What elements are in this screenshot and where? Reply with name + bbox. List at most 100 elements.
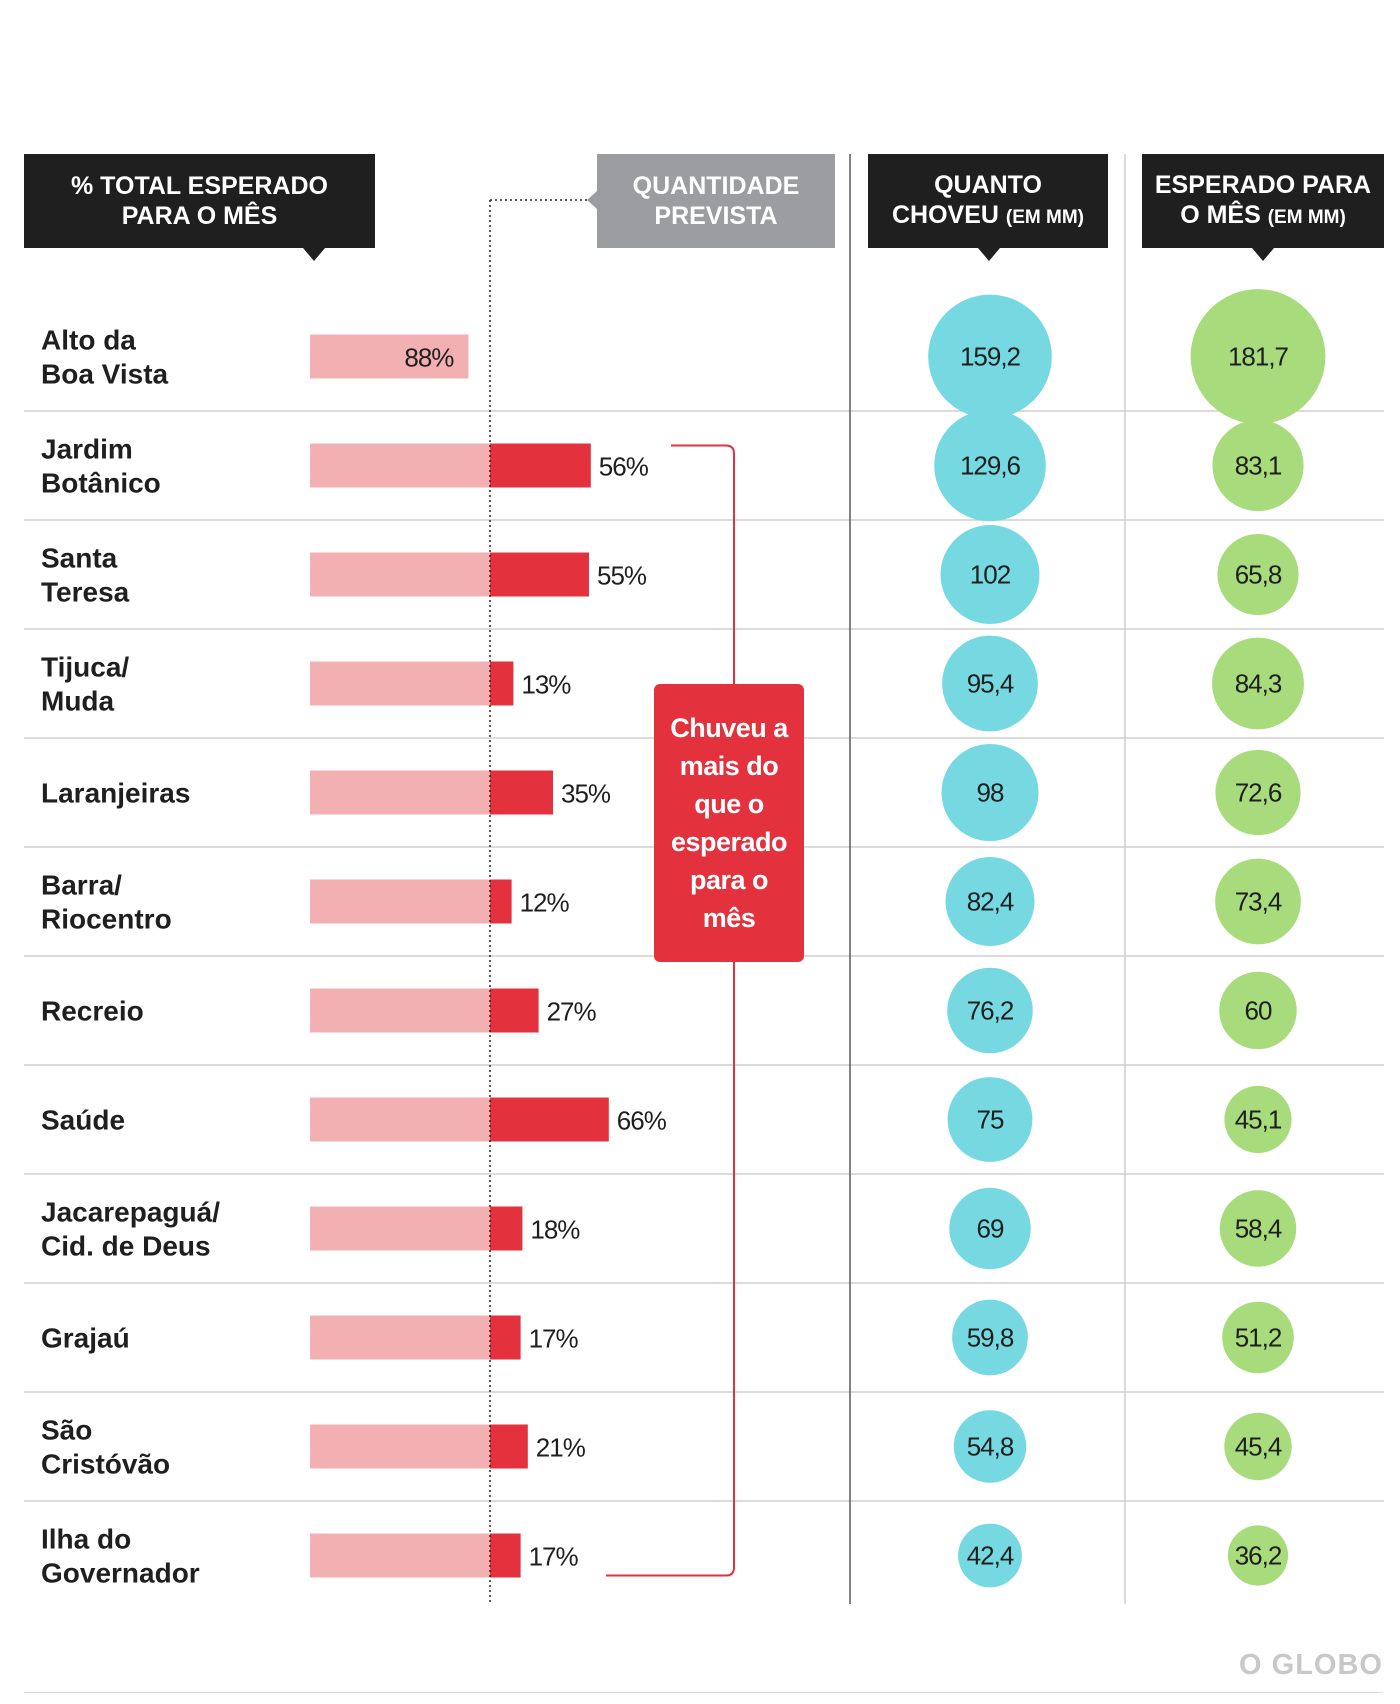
circle-choveu-label: 75	[977, 1105, 1004, 1135]
circle-choveu-label: 59,8	[967, 1323, 1014, 1353]
circle-esperado	[1190, 289, 1326, 424]
bar-expected-portion	[310, 1315, 490, 1360]
bar-expected-portion	[310, 1424, 490, 1469]
circle-quanto-choveu	[940, 525, 1040, 624]
header-esperado-mes: ESPERADO PARA O MÊS (EM MM)	[1142, 154, 1384, 248]
header-esperado-line2: O MÊS	[1180, 200, 1261, 229]
circle-esperado	[1222, 1301, 1294, 1374]
bar-excess-portion	[490, 552, 589, 597]
header-choveu-pointer	[978, 248, 1000, 261]
category-label: Ilha do	[41, 1524, 131, 1555]
circle-quanto-choveu	[947, 967, 1033, 1054]
category-label: Botânico	[41, 468, 161, 499]
header-esperado-pointer	[1252, 248, 1274, 261]
circle-choveu-label: 42,4	[967, 1541, 1014, 1571]
bar-excess-portion	[490, 770, 553, 815]
bar-data-label: 35%	[561, 779, 611, 809]
header-prevista-pointer	[587, 191, 597, 209]
header-choveu-line1: QUANTO	[934, 170, 1042, 199]
circle-quanto-choveu	[947, 1077, 1033, 1162]
bar-expected-portion	[310, 1097, 490, 1142]
circle-choveu-label: 129,6	[960, 451, 1021, 481]
circle-esperado	[1215, 749, 1301, 836]
category-label: Barra/	[41, 870, 122, 901]
bar-data-label: 21%	[536, 1433, 586, 1463]
bar-expected-portion	[310, 443, 490, 488]
bar-data-label: 13%	[521, 670, 571, 700]
category-label: Recreio	[41, 996, 144, 1027]
header-quantidade-prevista: QUANTIDADE PREVISTA	[597, 154, 835, 248]
circle-esperado-label: 60	[1245, 996, 1272, 1026]
bar-excess-portion	[490, 661, 514, 706]
circle-esperado	[1212, 637, 1304, 730]
bar-excess-portion	[490, 1315, 521, 1360]
circle-esperado	[1227, 1525, 1289, 1586]
bar-excess-portion	[490, 1206, 523, 1251]
circle-choveu-label: 76,2	[967, 996, 1014, 1026]
circle-esperado-label: 36,2	[1235, 1541, 1282, 1571]
circle-esperado-label: 51,2	[1235, 1323, 1282, 1353]
circle-choveu-label: 159,2	[960, 342, 1021, 372]
header-pct-line2: PARA O MÊS	[121, 202, 278, 230]
category-label: Tijuca/	[41, 652, 129, 683]
category-label: Alto da	[41, 325, 136, 356]
category-label: Jacarepaguá/	[41, 1197, 220, 1228]
bar-data-label: 12%	[520, 888, 570, 918]
category-label: Boa Vista	[41, 359, 169, 390]
circle-esperado-label: 58,4	[1235, 1214, 1282, 1244]
circle-quanto-choveu	[941, 743, 1039, 842]
category-label: Jardim	[41, 434, 133, 465]
bar-excess-portion	[490, 1533, 521, 1578]
bar-data-label: 27%	[547, 997, 597, 1027]
callout-more-rain: Chuveu a mais do que o esperado para o m…	[654, 684, 804, 962]
callout-bracket	[606, 444, 735, 1577]
bar-data-label: 18%	[530, 1215, 580, 1245]
circle-choveu-label: 82,4	[967, 887, 1014, 917]
category-label: Laranjeiras	[41, 778, 190, 809]
category-label: Muda	[41, 686, 115, 717]
category-label: Saúde	[41, 1105, 125, 1136]
header-pct-total: % TOTAL ESPERADO PARA O MÊS	[24, 154, 375, 248]
bar-data-label: 17%	[529, 1542, 579, 1572]
circle-esperado	[1219, 971, 1297, 1050]
circle-quanto-choveu	[958, 1523, 1022, 1588]
callout-text: Chuveu a mais do que o esperado para o m…	[670, 713, 788, 933]
bar-excess-portion	[490, 988, 539, 1033]
circle-quanto-choveu	[945, 857, 1035, 946]
circle-esperado-label: 65,8	[1235, 560, 1282, 590]
circle-esperado	[1217, 533, 1299, 616]
circle-choveu-label: 54,8	[967, 1432, 1014, 1462]
bar-data-label: 55%	[597, 561, 647, 591]
category-label: Governador	[41, 1558, 200, 1589]
circle-esperado-label: 83,1	[1235, 451, 1282, 481]
circle-esperado-label: 73,4	[1235, 887, 1282, 917]
circle-esperado	[1224, 1412, 1292, 1481]
bar-excess-portion	[490, 443, 591, 488]
header-esperado-unit: (EM MM)	[1267, 206, 1346, 228]
circle-esperado	[1215, 858, 1301, 945]
circle-esperado-label: 84,3	[1235, 669, 1282, 699]
bottom-divider	[24, 1692, 1383, 1693]
circle-esperado	[1212, 419, 1304, 512]
circle-choveu-label: 102	[970, 560, 1011, 590]
circle-esperado	[1219, 1190, 1297, 1267]
category-label: Cristóvão	[41, 1449, 170, 1480]
bar-expected-portion	[310, 552, 490, 597]
header-pct-line1: % TOTAL ESPERADO	[71, 172, 328, 200]
circle-quanto-choveu	[949, 1187, 1031, 1270]
circle-quanto-choveu	[942, 635, 1038, 732]
header-quanto-choveu: QUANTO CHOVEU (EM MM)	[868, 154, 1108, 248]
circle-esperado-label: 45,4	[1235, 1432, 1282, 1462]
header-prevista-line1: QUANTIDADE	[632, 172, 800, 200]
category-label: Teresa	[41, 577, 130, 608]
circle-choveu-label: 69	[977, 1214, 1004, 1244]
bar-excess-portion	[490, 1424, 528, 1469]
bar-expected-portion	[310, 661, 490, 706]
bar-expected-portion	[310, 770, 490, 815]
circle-quanto-choveu	[928, 294, 1052, 419]
bar-data-label: 88%	[404, 343, 454, 373]
header-choveu-unit: (EM MM)	[1005, 206, 1084, 228]
bar-expected-portion	[310, 879, 490, 924]
header-esperado-line1: ESPERADO PARA	[1154, 170, 1372, 199]
